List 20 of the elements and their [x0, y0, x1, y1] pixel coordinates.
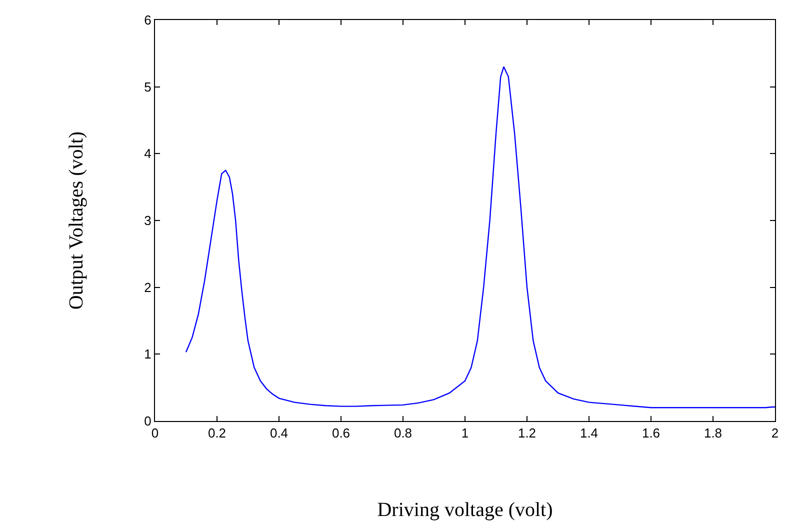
- x-tick-label: 1.2: [518, 426, 536, 441]
- x-axis-title: Driving voltage (volt): [377, 499, 553, 522]
- x-tick-label: 1.4: [580, 426, 598, 441]
- y-tick-label: 2: [144, 280, 152, 295]
- x-tick-label: 2: [771, 426, 779, 441]
- y-tick-label: 5: [144, 79, 152, 94]
- x-tick-label: 0.6: [332, 426, 350, 441]
- y-tick-label: 0: [144, 414, 152, 429]
- line-series: [185, 66, 775, 408]
- y-tick-label: 6: [144, 12, 152, 28]
- x-tick-label: 0.2: [208, 426, 226, 441]
- y-tick-label: 1: [144, 346, 152, 362]
- x-tick-label: 0.8: [394, 426, 412, 441]
- y-tick-label: 3: [144, 213, 152, 228]
- x-tick-label: 0.4: [270, 426, 288, 441]
- x-tick-label: 1.6: [642, 426, 660, 441]
- y-tick-label: 4: [144, 146, 152, 162]
- x-tick-label: 1.8: [704, 426, 722, 441]
- x-tick-label: 1: [461, 426, 469, 441]
- y-axis-title: Output Voltages (volt): [66, 131, 88, 310]
